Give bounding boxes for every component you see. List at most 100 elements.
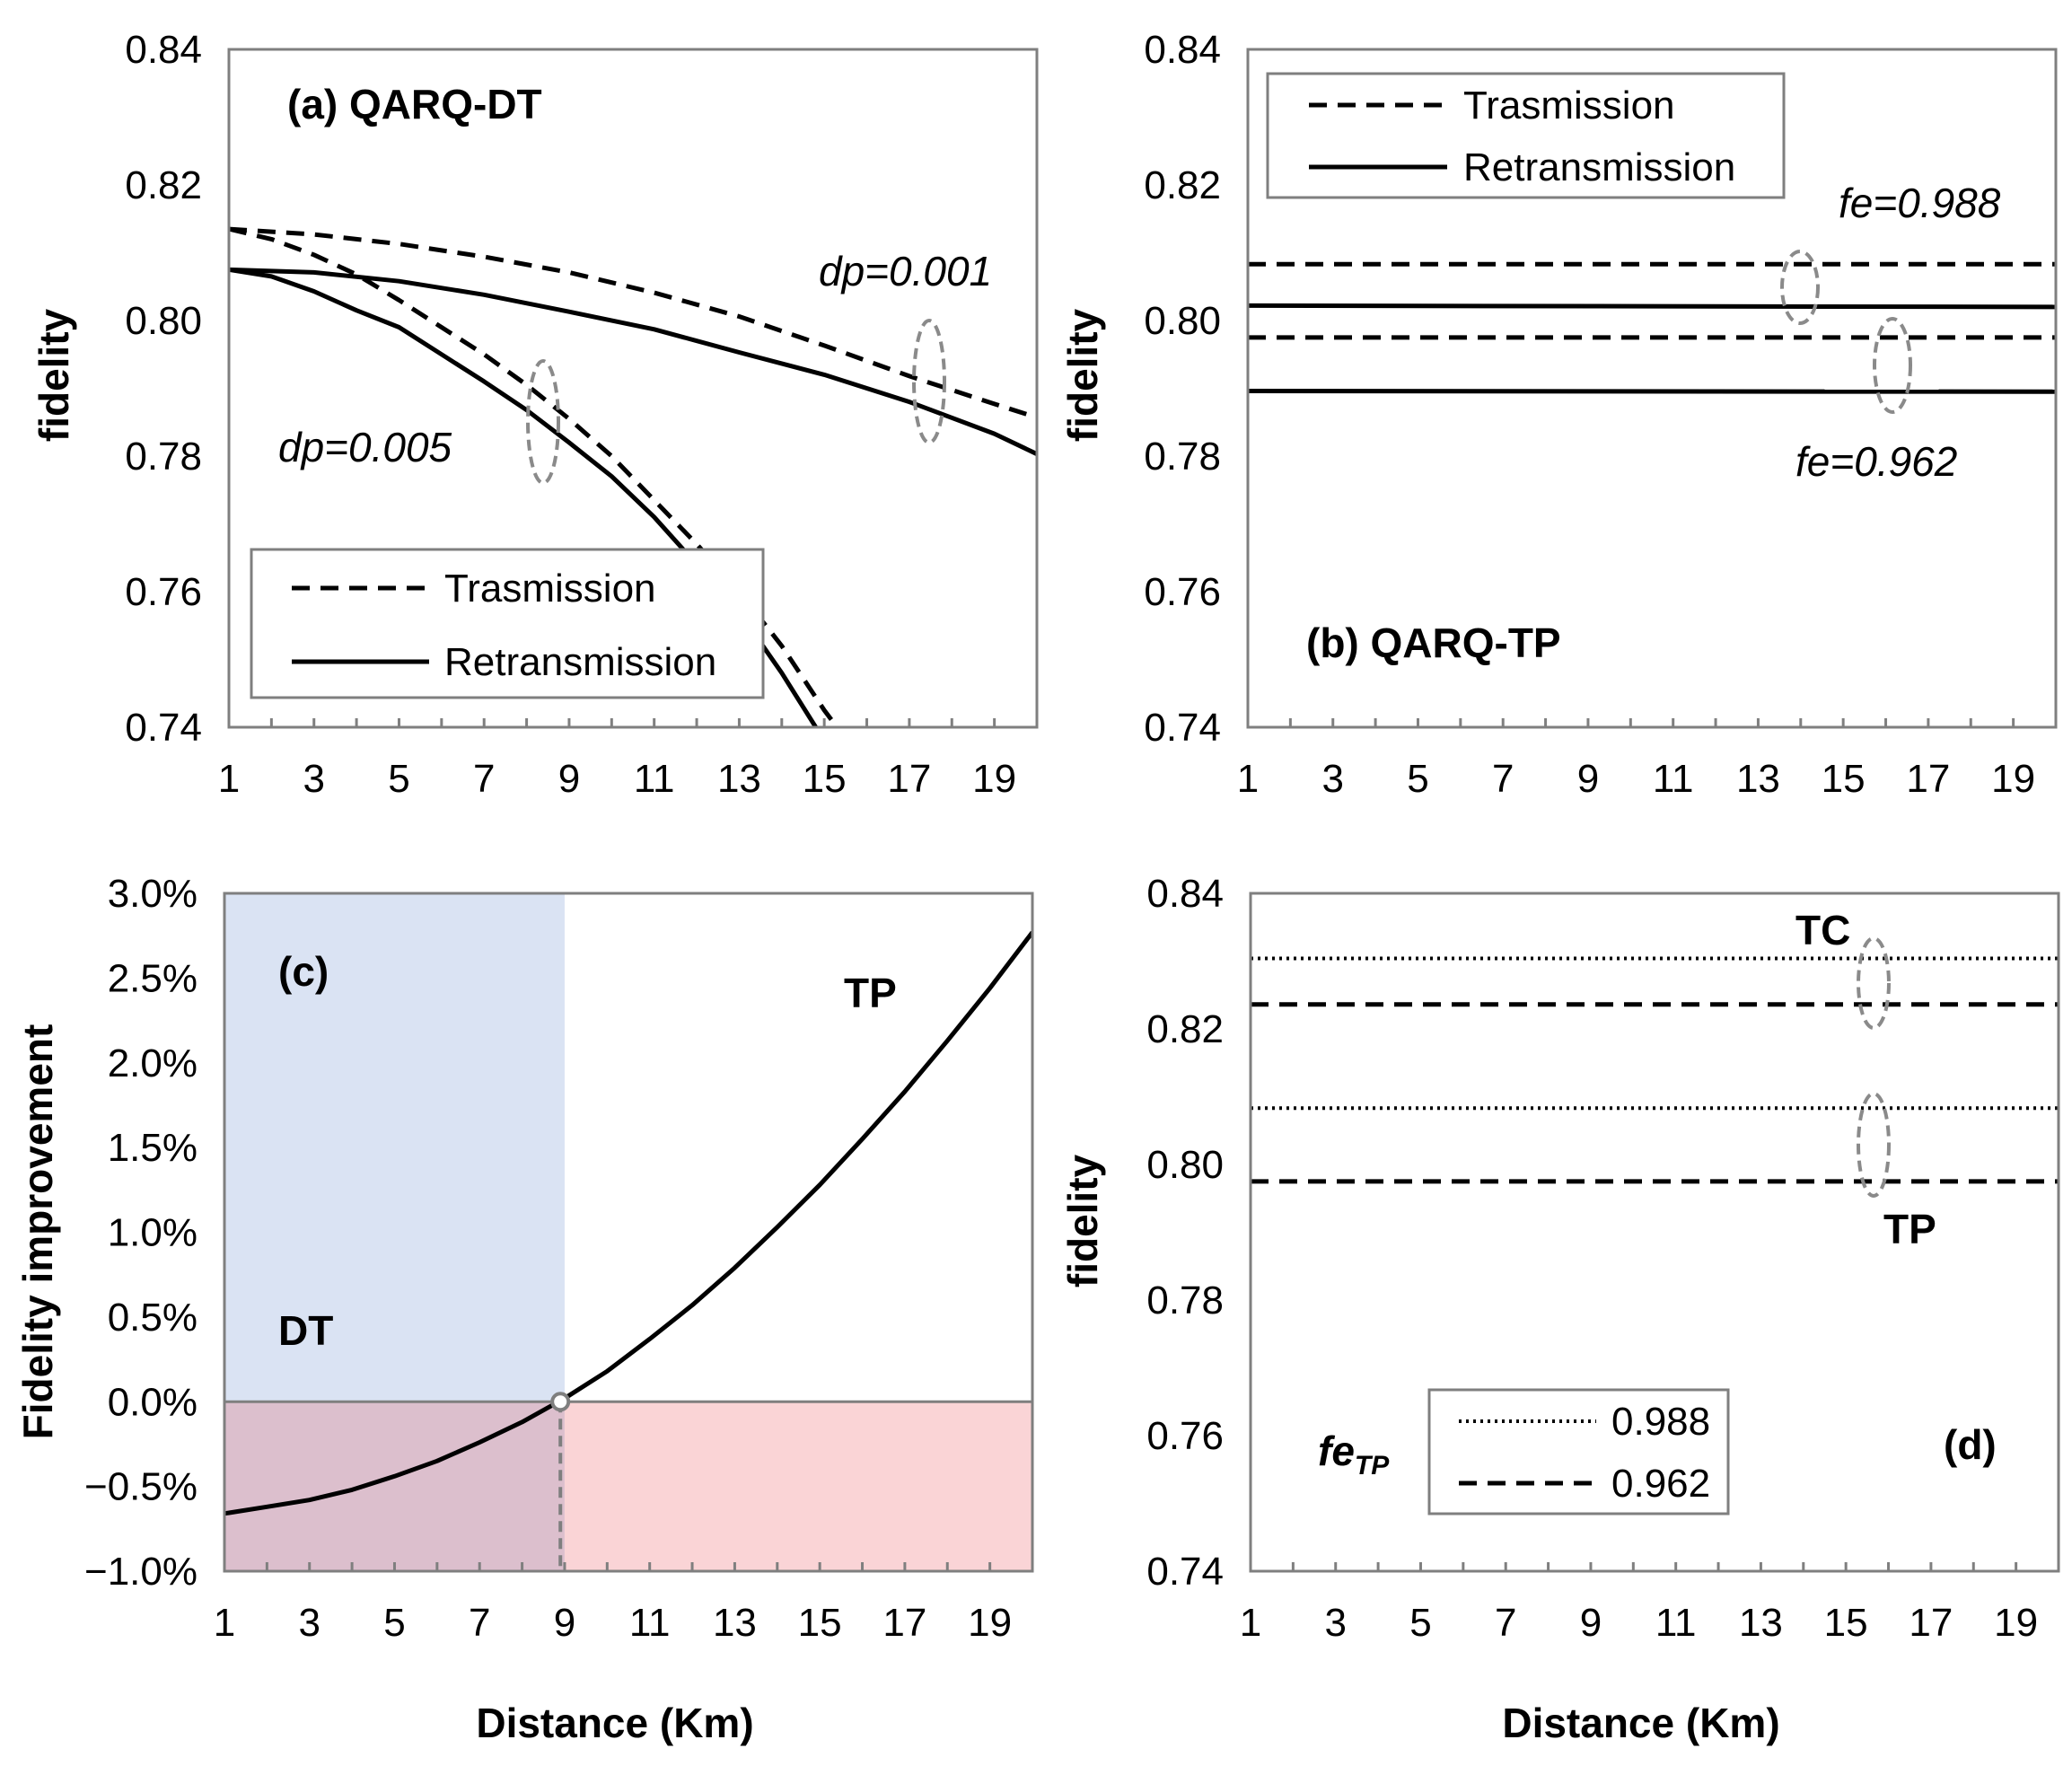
legend-title-sub: TP [1355,1451,1390,1480]
y-tick-label: 0.78 [1144,435,1221,479]
y-tick-label: 0.78 [125,435,202,479]
plot-frame [1249,892,2060,1573]
y-tick-label: 0.82 [125,163,202,207]
panel-c-xlabel: Distance (Km) [476,1700,753,1746]
x-tick-label: 1 [218,757,240,801]
x-tick-label: 7 [473,757,495,801]
y-tick-label: 0.78 [1146,1278,1224,1322]
plot-frame [1246,48,2058,729]
panel-b: fidelity 1 3 5 7 9 11 13 15 17 190.740.760.780.80… [1059,28,2058,801]
x-tick-label: 9 [558,757,580,801]
panel-a: fidelity 1 3 5 7 9 11 13 15 17 190.740.760.780.80… [31,28,1039,801]
y-tick-label: 0.84 [125,28,202,72]
panel-b-title: (b) QARQ-TP [1306,619,1561,666]
plot-frame [223,892,1034,1573]
y-tick-label: 0.76 [125,570,202,614]
y-tick-label: 2.0% [108,1041,198,1085]
x-tick-label: 17 [887,757,931,801]
series-line [224,930,1032,1516]
x-tick-label: 1 [1240,1601,1261,1645]
series-line [1248,303,2056,310]
legend-title-fe: fe [1318,1428,1355,1474]
x-tick-label: 19 [1991,757,2035,801]
annotation-tc: TC [1795,907,1850,953]
x-tick-label: 15 [798,1601,842,1645]
panel-b-ylabel: fidelity [1059,308,1106,442]
y-tick-label: 0.74 [1144,706,1221,750]
x-tick-label: 9 [554,1601,575,1645]
legend-label: 0.962 [1611,1462,1710,1506]
y-tick-label: 0.0% [108,1380,198,1424]
x-tick-label: 9 [1580,1601,1602,1645]
series-line [229,267,1037,456]
y-tick-label: 0.82 [1146,1007,1224,1051]
annotation-ellipse [1873,317,1912,414]
x-tick-label: 11 [1653,757,1694,801]
y-tick-label: −1.0% [84,1550,198,1594]
x-tick-label: 7 [1495,1601,1516,1645]
annotation-ellipse [526,359,560,485]
x-tick-label: 5 [1409,1601,1431,1645]
y-tick-label: 0.84 [1144,28,1221,72]
x-tick-label: 19 [968,1601,1012,1645]
panel-a-legend: Trasmission Retransmission [250,548,765,699]
shaded-region [564,1401,1032,1571]
x-tick-label: 3 [303,757,324,801]
x-tick-label: 3 [298,1601,320,1645]
x-tick-label: 5 [388,757,409,801]
annotation-ellipse [1780,250,1820,325]
region-label-dt: DT [278,1307,333,1354]
x-tick-label: 5 [1407,757,1428,801]
y-tick-label: 0.5% [108,1296,198,1340]
x-tick-label: 1 [1237,757,1259,801]
x-tick-label: 15 [803,757,847,801]
panel-d-legend: 0.988 0.962 feTP [1318,1388,1730,1516]
x-tick-label: 13 [1736,757,1780,801]
y-tick-label: 0.74 [1146,1550,1224,1594]
x-tick-label: 13 [1739,1601,1783,1645]
panel-d: fidelity Distance (Km) 1 3 5 7 9 11 13 15 17 190.… [1059,872,2060,1746]
annotation-tp: TP [1883,1206,1936,1252]
y-tick-label: 0.82 [1144,163,1221,207]
panel-c-title: (c) [278,948,329,995]
legend-label: Retransmission [444,640,716,684]
annotation-fe-0962: fe=0.962 [1795,438,1957,485]
series-line [229,226,1037,420]
x-tick-label: 17 [1909,1601,1953,1645]
y-tick-label: 0.74 [125,706,202,750]
x-tick-label: 11 [634,757,675,801]
panel-d-title: (d) [1944,1421,1997,1468]
region-label-tp: TP [844,970,897,1016]
legend-label: 0.988 [1611,1400,1710,1444]
panel-a-ylabel: fidelity [31,308,77,442]
y-tick-label: −0.5% [84,1465,198,1509]
annotation-fe-0988: fe=0.988 [1839,180,2001,226]
x-tick-label: 15 [1824,1601,1868,1645]
x-tick-label: 19 [1994,1601,2038,1645]
x-tick-label: 7 [1492,757,1514,801]
x-tick-label: 13 [717,757,761,801]
y-tick-label: 1.0% [108,1211,198,1255]
y-tick-label: 0.80 [125,299,202,343]
x-tick-label: 11 [629,1601,671,1645]
x-tick-label: 9 [1577,757,1599,801]
y-tick-label: 1.5% [108,1126,198,1170]
x-tick-label: 3 [1321,757,1343,801]
plot-frame [227,48,1039,729]
y-tick-label: 3.0% [108,872,198,916]
legend-label: Trasmission [1463,83,1675,127]
annotation-dp-0005: dp=0.005 [278,424,452,470]
y-tick-label: 0.80 [1146,1143,1224,1187]
y-tick-label: 0.84 [1146,872,1224,916]
panel-d-xlabel: Distance (Km) [1502,1700,1779,1746]
x-tick-label: 5 [383,1601,405,1645]
crossover-point [550,1392,571,1412]
annotation-ellipse [1857,1092,1891,1198]
x-tick-label: 1 [214,1601,235,1645]
y-tick-label: 0.76 [1144,570,1221,614]
x-tick-label: 15 [1822,757,1866,801]
x-tick-label: 3 [1324,1601,1346,1645]
legend-label: Trasmission [444,567,656,611]
